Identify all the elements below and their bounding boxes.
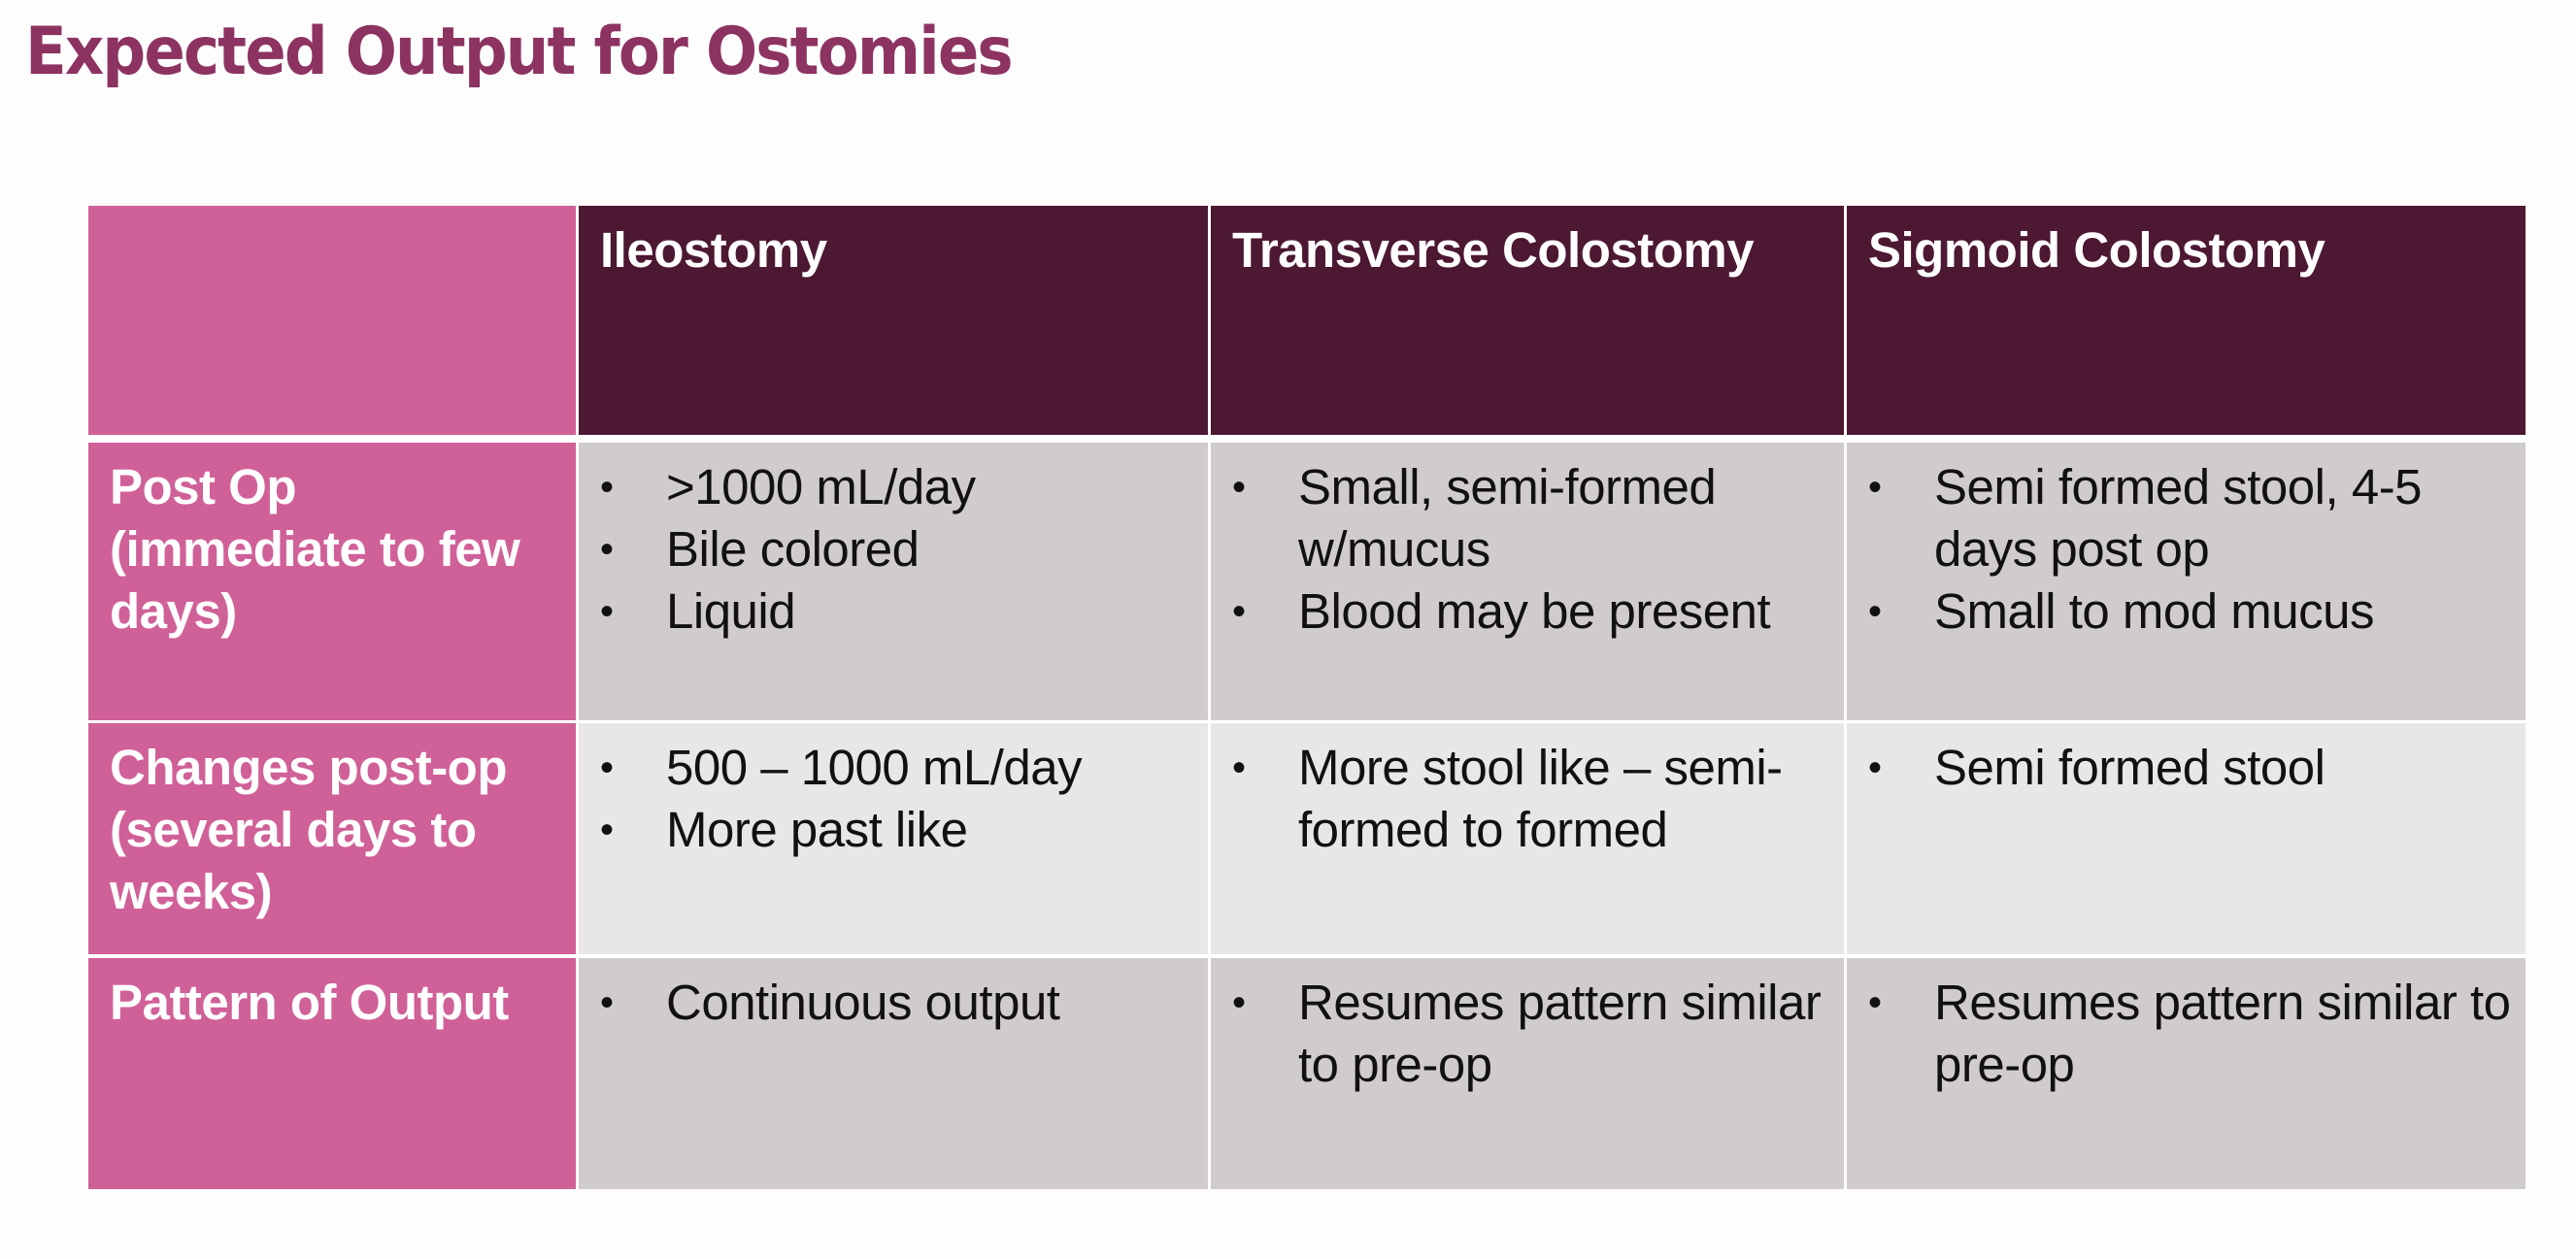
table-cell: • 500 – 1000 mL/day • More past like bbox=[579, 723, 1208, 954]
ostomy-output-table: Ileostomy Transverse Colostomy Sigmoid C… bbox=[88, 206, 2526, 1189]
bullet-list: • 500 – 1000 mL/day • More past like bbox=[579, 723, 1208, 861]
table-cell: • Continuous output bbox=[579, 958, 1208, 1189]
bullet-icon: • bbox=[1232, 590, 1246, 633]
table-cell: • Semi formed stool bbox=[1847, 723, 2526, 954]
column-header-ileostomy: Ileostomy bbox=[579, 206, 1208, 435]
table-cell: • Small, semi-formed w/mucus • Blood may b… bbox=[1211, 443, 1844, 720]
bullet-list: • Resumes pattern similar to pre-op bbox=[1847, 958, 2526, 1096]
list-item: • Small to mod mucus bbox=[1847, 580, 2514, 643]
list-item: • Small, semi-formed w/mucus bbox=[1211, 456, 1832, 580]
bullet-icon: • bbox=[1232, 981, 1246, 1024]
list-item: • Bile colored bbox=[579, 518, 1196, 580]
list-item: • Liquid bbox=[579, 580, 1196, 643]
bullet-icon: • bbox=[600, 590, 614, 633]
row-header-post-op: Post Op (immediate to few days) bbox=[88, 443, 576, 720]
row-header-pattern-of-output: Pattern of Output bbox=[88, 958, 576, 1189]
bullet-list: • Semi formed stool bbox=[1847, 723, 2526, 799]
slide-title: Expected Output for Ostomies bbox=[25, 14, 1014, 90]
table-cell: • >1000 mL/day • Bile colored • Liquid bbox=[579, 443, 1208, 720]
bullet-list: • Resumes pattern similar to pre-op bbox=[1211, 958, 1844, 1096]
list-item: • Resumes pattern similar to pre-op bbox=[1211, 972, 1832, 1096]
bullet-list: • Semi formed stool, 4-5 days post op • Sm… bbox=[1847, 443, 2526, 643]
bullet-icon: • bbox=[600, 466, 614, 509]
list-item: • Semi formed stool bbox=[1847, 737, 2514, 799]
bullet-icon: • bbox=[1232, 466, 1246, 509]
bullet-icon: • bbox=[600, 746, 614, 789]
bullet-list: • Continuous output bbox=[579, 958, 1208, 1034]
bullet-icon: • bbox=[1868, 466, 1882, 509]
bullet-icon: • bbox=[1232, 746, 1246, 789]
row-header-changes-post-op: Changes post-op (several days to weeks) bbox=[88, 723, 576, 954]
bullet-icon: • bbox=[600, 809, 614, 851]
bullet-icon: • bbox=[1868, 590, 1882, 633]
bullet-icon: • bbox=[600, 528, 614, 571]
table-cell: • More stool like – semi-formed to formed bbox=[1211, 723, 1844, 954]
table-cell: • Resumes pattern similar to pre-op bbox=[1211, 958, 1844, 1189]
table-cell: • Resumes pattern similar to pre-op bbox=[1847, 958, 2526, 1189]
bullet-icon: • bbox=[1868, 746, 1882, 789]
bullet-list: • More stool like – semi-formed to formed bbox=[1211, 723, 1844, 861]
list-item: • Continuous output bbox=[579, 972, 1196, 1034]
bullet-list: • >1000 mL/day • Bile colored • Liquid bbox=[579, 443, 1208, 643]
list-item: • Semi formed stool, 4-5 days post op bbox=[1847, 456, 2514, 580]
list-item: • More stool like – semi-formed to formed bbox=[1211, 737, 1832, 861]
bullet-icon: • bbox=[1868, 981, 1882, 1024]
list-item: • Blood may be present bbox=[1211, 580, 1832, 643]
table-corner-cell bbox=[88, 206, 576, 435]
list-item: • >1000 mL/day bbox=[579, 456, 1196, 518]
list-item: • 500 – 1000 mL/day bbox=[579, 737, 1196, 799]
list-item: • More past like bbox=[579, 799, 1196, 861]
column-header-sigmoid-colostomy: Sigmoid Colostomy bbox=[1847, 206, 2526, 435]
table-cell: • Semi formed stool, 4-5 days post op • Sm… bbox=[1847, 443, 2526, 720]
column-header-transverse-colostomy: Transverse Colostomy bbox=[1211, 206, 1844, 435]
list-item: • Resumes pattern similar to pre-op bbox=[1847, 972, 2514, 1096]
bullet-icon: • bbox=[600, 981, 614, 1024]
bullet-list: • Small, semi-formed w/mucus • Blood may b… bbox=[1211, 443, 1844, 643]
